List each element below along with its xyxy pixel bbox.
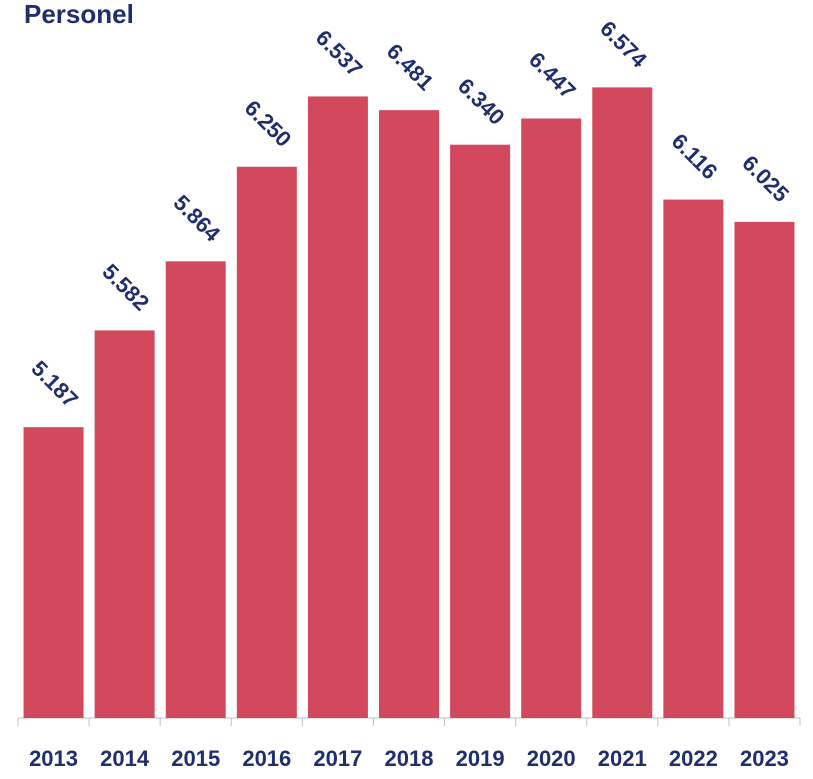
value-label: 5.864	[169, 190, 226, 247]
value-label: 6.574	[595, 16, 652, 73]
value-label: 6.116	[667, 129, 723, 185]
bar	[521, 118, 582, 719]
x-tick-label: 2018	[385, 746, 434, 771]
bar	[236, 166, 297, 718]
value-label: 6.481	[382, 39, 439, 96]
x-tick-label: 2015	[171, 746, 220, 771]
value-label: 5.187	[26, 356, 83, 413]
x-tick-label: 2016	[242, 746, 291, 771]
value-label: 6.250	[240, 95, 297, 152]
bar	[450, 144, 511, 718]
bar	[592, 87, 653, 719]
x-tick-label: 2014	[100, 746, 150, 771]
chart-title: Personel	[24, 0, 134, 29]
value-label: 5.582	[98, 259, 155, 316]
x-tick-label: 2023	[740, 746, 789, 771]
x-tick-label: 2020	[527, 746, 576, 771]
bar	[734, 221, 795, 718]
value-label: 6.340	[453, 73, 510, 130]
bar	[165, 261, 226, 718]
x-tick-label: 2022	[669, 746, 718, 771]
bar	[379, 110, 439, 718]
bar	[307, 96, 368, 718]
bar	[23, 427, 84, 718]
bar	[663, 199, 724, 718]
value-label: 6.447	[524, 47, 581, 104]
x-tick-label: 2021	[598, 746, 647, 771]
value-label: 6.537	[311, 25, 368, 82]
bar	[94, 330, 155, 718]
x-tick-label: 2019	[456, 746, 505, 771]
x-tick-label: 2013	[29, 746, 78, 771]
x-tick-label: 2017	[313, 746, 362, 771]
value-label: 6.025	[737, 150, 794, 207]
